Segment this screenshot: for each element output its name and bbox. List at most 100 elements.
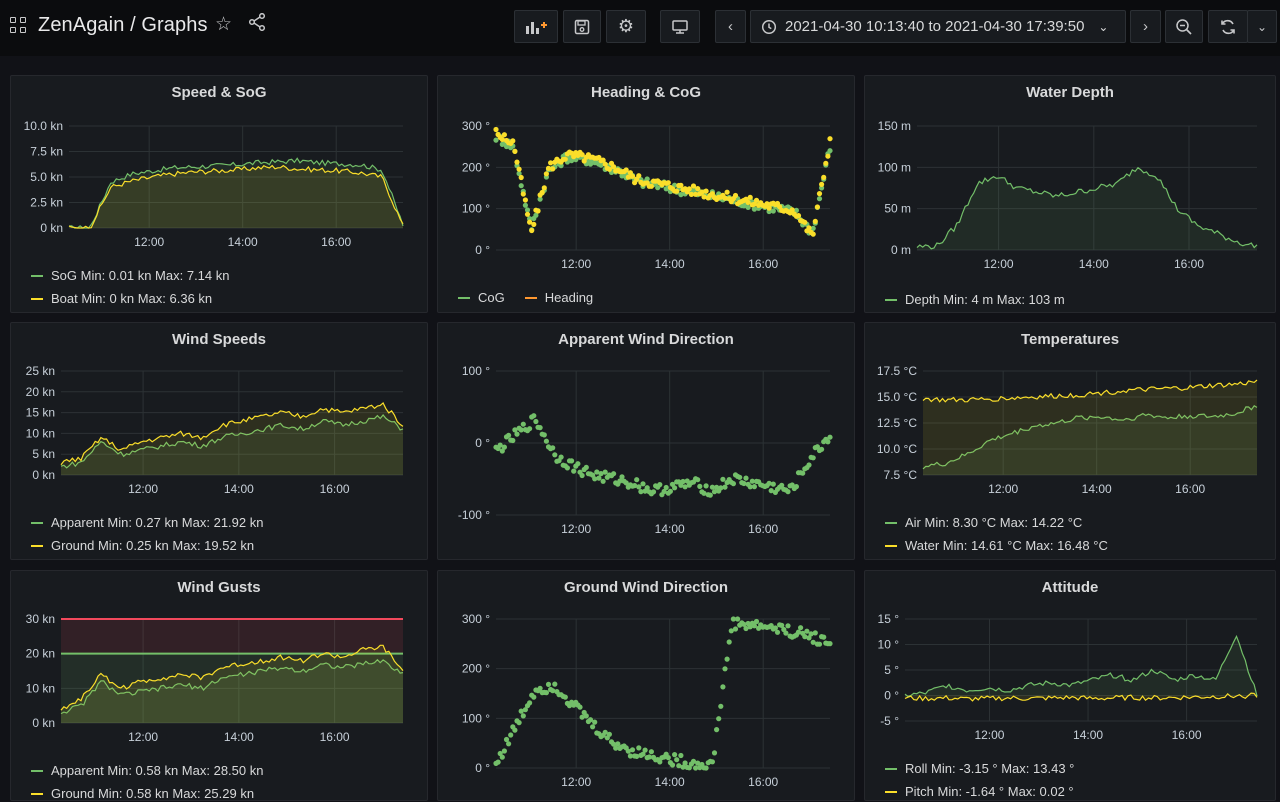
cycle-view-mode-button[interactable]	[660, 10, 700, 43]
data-point	[537, 685, 543, 691]
legend-item[interactable]: Roll Min: -3.15 ° Max: 13.43 °	[885, 761, 1074, 776]
legend-label: Pitch Min: -1.64 ° Max: 0.02 °	[905, 784, 1074, 799]
time-back-button[interactable]: ‹	[715, 10, 746, 43]
data-point	[812, 218, 818, 224]
data-point	[676, 763, 682, 769]
data-point	[808, 631, 814, 637]
save-dashboard-button[interactable]	[563, 10, 601, 43]
x-tick-label: 16:00	[1172, 728, 1202, 742]
legend-item[interactable]: Apparent Min: 0.58 kn Max: 28.50 kn	[31, 763, 263, 778]
y-tick-label: 17.5 °C	[877, 364, 917, 378]
panel-awd[interactable]: Apparent Wind Direction 100 ° 0 ° -100 ° 12:…	[437, 322, 855, 560]
data-point	[745, 204, 751, 210]
data-point	[674, 188, 680, 194]
panel-attitude[interactable]: Attitude 15 ° 10 ° 5 ° 0 ° -5 ° 12:00 14:00 16:0…	[864, 570, 1276, 801]
data-point	[545, 165, 552, 171]
time-range-picker[interactable]: 2021-04-30 10:13:40 to 2021-04-30 17:39:…	[750, 10, 1126, 43]
panel-title[interactable]: Temperatures	[1020, 331, 1120, 348]
data-point	[497, 442, 503, 448]
share-icon[interactable]	[248, 12, 266, 34]
data-point	[524, 207, 531, 213]
page-title[interactable]: ZenAgain / Graphs	[38, 14, 208, 36]
data-point	[709, 759, 715, 765]
legend-item[interactable]: Boat Min: 0 kn Max: 6.36 kn	[31, 291, 212, 306]
add-panel-button[interactable]	[514, 10, 558, 43]
data-point	[527, 219, 533, 225]
time-forward-button[interactable]: ›	[1130, 10, 1161, 43]
panel-gusts[interactable]: Wind Gusts 30 kn 20 kn 10 kn 0 kn 12:00 14:00 1…	[10, 570, 428, 801]
y-tick-label: 300 °	[462, 612, 490, 626]
data-point	[592, 719, 598, 725]
data-point	[545, 681, 552, 687]
data-point	[661, 488, 667, 495]
data-point	[611, 164, 617, 170]
data-point	[804, 628, 810, 634]
x-tick-label: 14:00	[1082, 482, 1112, 496]
data-point	[638, 489, 644, 495]
zoom-out-button[interactable]	[1165, 10, 1203, 43]
data-point	[722, 484, 728, 490]
series-line-0	[60, 658, 404, 715]
legend-item[interactable]: Ground Min: 0.25 kn Max: 19.52 kn	[31, 538, 254, 553]
series-area-1	[69, 165, 403, 228]
data-point	[611, 741, 617, 747]
panel-speed[interactable]: Speed & SoG 10.0 kn 7.5 kn 5.0 kn 2.5 kn 0 kn…	[10, 75, 428, 313]
legend-item[interactable]: Apparent Min: 0.27 kn Max: 21.92 kn	[31, 515, 263, 530]
panel-title[interactable]: Attitude	[1041, 579, 1099, 596]
y-tick-label: 0 °	[475, 436, 490, 450]
panel-title[interactable]: Speed & SoG	[171, 84, 267, 101]
panel-title[interactable]: Apparent Wind Direction	[558, 331, 734, 348]
legend-item[interactable]: Heading	[524, 290, 593, 305]
data-point	[686, 765, 692, 771]
add-panel-icon	[526, 21, 547, 34]
data-point	[745, 199, 751, 205]
legend-item[interactable]: Air Min: 8.30 °C Max: 14.22 °C	[885, 515, 1082, 530]
panel-windspeeds[interactable]: Wind Speeds 25 kn 20 kn 15 kn 10 kn 5 kn 0 kn 1…	[10, 322, 428, 560]
refresh-button[interactable]	[1208, 10, 1248, 43]
chart-attitude: 15 ° 10 ° 5 ° 0 ° -5 ° 12:00 14:00 16:00	[878, 612, 1258, 742]
panel-heading[interactable]: Heading & CoG 300 ° 200 ° 100 ° 0 ° 12:00 14:0…	[437, 75, 855, 313]
data-point	[657, 482, 663, 488]
data-point	[636, 173, 642, 179]
data-point	[602, 161, 608, 167]
x-tick-label: 12:00	[974, 728, 1004, 742]
panel-title[interactable]: Wind Gusts	[177, 579, 261, 596]
legend-item[interactable]: CoG	[458, 290, 505, 305]
refresh-interval-dropdown[interactable]: ⌄	[1247, 10, 1277, 43]
data-point	[527, 426, 533, 432]
data-point	[600, 478, 606, 484]
dashboard-settings-button[interactable]: ⚙	[606, 10, 646, 43]
panel-title[interactable]: Wind Speeds	[171, 331, 267, 348]
data-point	[587, 717, 594, 723]
legend-item[interactable]: Water Min: 14.61 °C Max: 16.48 °C	[885, 538, 1108, 553]
grid-icon[interactable]	[10, 16, 28, 35]
panel-gwd[interactable]: Ground Wind Direction 300 ° 200 ° 100 ° 0 ° 1…	[437, 570, 855, 801]
chart-gusts: 30 kn 20 kn 10 kn 0 kn 12:00 14:00 16:00	[26, 612, 404, 744]
legend-swatch	[885, 790, 897, 793]
data-point	[558, 163, 564, 169]
panel-temps[interactable]: Temperatures 17.5 °C 15.0 °C 12.5 °C 10.0 °C…	[864, 322, 1276, 560]
legend-item[interactable]: Pitch Min: -1.64 ° Max: 0.02 °	[885, 784, 1074, 799]
x-tick-label: 14:00	[224, 730, 254, 744]
panel-title[interactable]: Heading & CoG	[590, 84, 701, 101]
data-point	[625, 748, 631, 754]
data-point	[632, 483, 638, 489]
series-area-0	[923, 405, 1257, 475]
data-point	[636, 745, 642, 751]
star-icon[interactable]: ☆	[215, 14, 233, 35]
panel-title[interactable]: Water Depth	[1026, 84, 1114, 101]
x-tick-label: 12:00	[561, 257, 591, 271]
y-tick-label: 100 °	[462, 202, 490, 216]
data-point	[592, 476, 598, 482]
y-tick-label: 20 kn	[26, 647, 55, 661]
data-point	[814, 204, 820, 210]
legend-item[interactable]: Depth Min: 4 m Max: 103 m	[885, 292, 1065, 307]
data-point	[611, 471, 617, 477]
legend-item[interactable]: Ground Min: 0.58 kn Max: 25.29 kn	[31, 786, 254, 801]
legend-item[interactable]: SoG Min: 0.01 kn Max: 7.14 kn	[31, 268, 229, 283]
x-tick-label: 16:00	[320, 482, 350, 496]
panel-title[interactable]: Ground Wind Direction	[563, 579, 729, 596]
legend-label: Ground Min: 0.25 kn Max: 19.52 kn	[51, 538, 255, 553]
y-tick-label: 100 °	[462, 711, 490, 725]
panel-depth[interactable]: Water Depth 150 m 100 m 50 m 0 m 12:00 14:00 16…	[864, 75, 1276, 313]
